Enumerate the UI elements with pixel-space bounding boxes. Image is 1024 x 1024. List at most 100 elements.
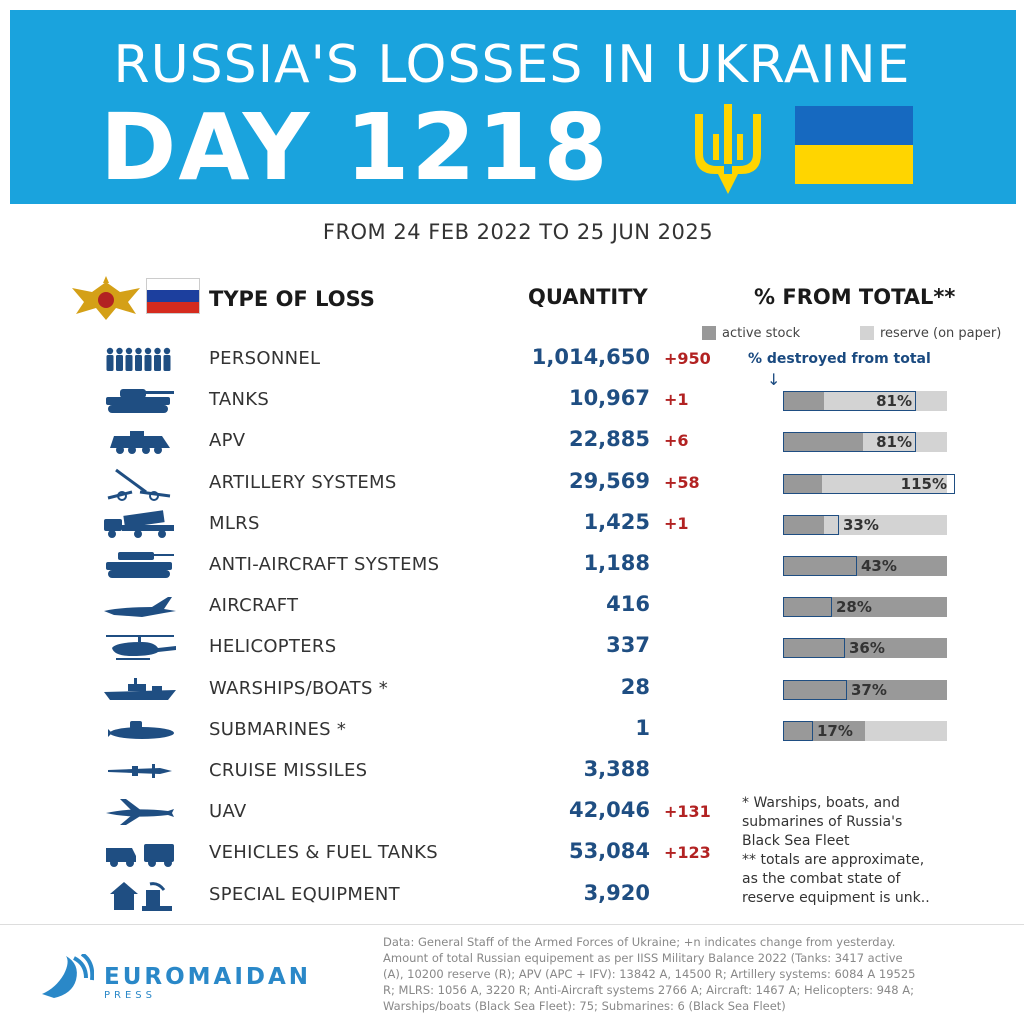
row-label: SUBMARINES * bbox=[209, 718, 347, 740]
row-quantity: 416 bbox=[606, 592, 650, 617]
artillery-icon bbox=[102, 468, 178, 501]
percent-bar: 43% bbox=[783, 556, 947, 576]
table-row: CRUISE MISSILES 3,388 bbox=[0, 752, 1024, 793]
day-counter: DAY 1218 bbox=[100, 94, 610, 201]
destroyed-fill bbox=[783, 556, 857, 576]
row-quantity: 53,084 bbox=[568, 839, 650, 864]
row-label: TANKS bbox=[209, 389, 270, 411]
row-change: +1 bbox=[664, 513, 689, 533]
footnote-line: Black Sea Fleet bbox=[742, 833, 850, 849]
column-quantity: QUANTITY bbox=[528, 285, 648, 309]
percent-label: 36% bbox=[849, 639, 885, 658]
date-range: FROM 24 FEB 2022 TO 25 JUN 2025 bbox=[322, 220, 714, 244]
row-label: APV bbox=[209, 430, 246, 452]
row-quantity: 1,425 bbox=[583, 509, 650, 534]
footnote-line: reserve equipment is unk.. bbox=[742, 890, 930, 906]
destroyed-note: % destroyed from total bbox=[748, 351, 931, 367]
row-quantity: 42,046 bbox=[568, 798, 650, 823]
table-row: SUBMARINES * 1 17% bbox=[0, 711, 1024, 752]
table-row: SPECIAL EQUIPMENT 3,920 bbox=[0, 876, 1024, 917]
footnote-line: as the combat state of bbox=[742, 871, 901, 887]
percent-bar: 81% bbox=[783, 432, 947, 453]
row-label: HELICOPTERS bbox=[209, 636, 337, 658]
row-quantity: 3,920 bbox=[583, 880, 650, 905]
tank-icon bbox=[102, 385, 178, 415]
row-quantity: 29,569 bbox=[568, 468, 650, 493]
row-label: WARSHIPS/BOATS * bbox=[209, 677, 388, 699]
column-type: TYPE OF LOSS bbox=[209, 287, 375, 311]
table-row: ARTILLERY SYSTEMS 29,569 +58 115% bbox=[0, 464, 1024, 505]
page-title: RUSSIA'S LOSSES IN UKRAINE bbox=[113, 35, 911, 95]
table-row: UAV 42,046 +131 bbox=[0, 793, 1024, 834]
table-row: TANKS 10,967 +1 81% bbox=[0, 381, 1024, 422]
row-quantity: 337 bbox=[606, 633, 650, 658]
table-row: HELICOPTERS 337 36% bbox=[0, 628, 1024, 669]
row-change: +58 bbox=[664, 472, 700, 492]
percent-bar: 33% bbox=[783, 514, 947, 535]
table-row: VEHICLES & FUEL TANKS 53,084 +123 bbox=[0, 834, 1024, 875]
percent-bar: 36% bbox=[783, 638, 947, 659]
percent-bar: 81% bbox=[783, 391, 947, 412]
destroyed-fill bbox=[783, 432, 916, 453]
percent-label: 81% bbox=[876, 392, 912, 411]
row-change: +1 bbox=[664, 390, 689, 410]
mlrs-icon bbox=[102, 509, 178, 539]
row-change: +131 bbox=[664, 802, 711, 822]
destroyed-fill bbox=[783, 391, 916, 412]
aircraft-icon bbox=[102, 591, 178, 621]
submarine-icon bbox=[102, 715, 178, 745]
ukraine-flag bbox=[795, 106, 913, 184]
table-row: AIRCRAFT 416 28% bbox=[0, 587, 1024, 628]
row-change: +123 bbox=[664, 843, 711, 863]
row-label: AIRCRAFT bbox=[209, 595, 299, 617]
percent-bar: 37% bbox=[783, 679, 947, 700]
source-line: R; MLRS: 1056 A, 3220 R; Anti-Aircraft s… bbox=[383, 983, 914, 997]
row-quantity: 22,885 bbox=[568, 427, 650, 452]
row-label: PERSONNEL bbox=[209, 348, 321, 369]
destroyed-fill bbox=[783, 720, 813, 741]
percent-label: 37% bbox=[851, 680, 887, 699]
destroyed-fill bbox=[783, 679, 847, 700]
legend-reserve: reserve (on paper) bbox=[880, 326, 1002, 341]
apv-icon bbox=[102, 426, 178, 456]
row-label: MLRS bbox=[209, 512, 260, 534]
special-equipment-icon bbox=[102, 880, 178, 911]
vehicles-icon bbox=[102, 838, 178, 868]
row-quantity: 3,388 bbox=[583, 757, 650, 781]
percent-label: 81% bbox=[876, 433, 912, 452]
legend-swatch-reserve bbox=[860, 326, 874, 340]
percent-label: 28% bbox=[836, 598, 872, 617]
trident-icon bbox=[695, 104, 761, 194]
row-quantity: 1 bbox=[635, 715, 650, 740]
footnote-line: submarines of Russia's bbox=[742, 814, 903, 830]
row-label: SPECIAL EQUIPMENT bbox=[209, 883, 400, 905]
table-row: WARSHIPS/BOATS * 28 37% bbox=[0, 670, 1024, 711]
destroyed-fill bbox=[783, 638, 845, 659]
row-label: ANTI-AIRCRAFT SYSTEMS bbox=[209, 554, 440, 575]
percent-bar: 115% bbox=[783, 473, 955, 494]
anti-aircraft-icon bbox=[102, 550, 178, 580]
legend-swatch-active bbox=[702, 326, 716, 340]
arrow-down-icon: ↓ bbox=[767, 370, 781, 389]
row-label: VEHICLES & FUEL TANKS bbox=[209, 842, 438, 864]
euromaidan-logo-icon bbox=[42, 954, 94, 998]
percent-label: 115% bbox=[900, 474, 947, 493]
percent-bar: 28% bbox=[783, 597, 947, 618]
helicopter-icon bbox=[102, 632, 178, 662]
percent-label: 43% bbox=[861, 557, 897, 575]
brand-name: EUROMAIDAN bbox=[104, 964, 312, 990]
row-label: UAV bbox=[209, 801, 247, 823]
table-row: PERSONNEL 1,014,650 +950 bbox=[0, 340, 1024, 381]
row-label: ARTILLERY SYSTEMS bbox=[209, 471, 397, 493]
table-row: MLRS 1,425 +1 33% bbox=[0, 505, 1024, 546]
source-line: Warships/boats (Black Sea Fleet): 75; Su… bbox=[383, 999, 786, 1013]
source-line: Data: General Staff of the Armed Forces … bbox=[383, 935, 896, 949]
flag-yellow-stripe bbox=[795, 145, 913, 184]
source-line: (A), 10200 reserve (R); APV (APC + IFV):… bbox=[383, 967, 916, 981]
percent-label: 33% bbox=[843, 515, 879, 534]
table-row: APV 22,885 +6 81% bbox=[0, 422, 1024, 463]
source-note: Data: General Staff of the Armed Forces … bbox=[383, 934, 983, 1014]
legend-active: active stock bbox=[722, 326, 801, 341]
source-line: Amount of total Russian equipement as pe… bbox=[383, 951, 903, 965]
russia-flag bbox=[146, 278, 200, 314]
